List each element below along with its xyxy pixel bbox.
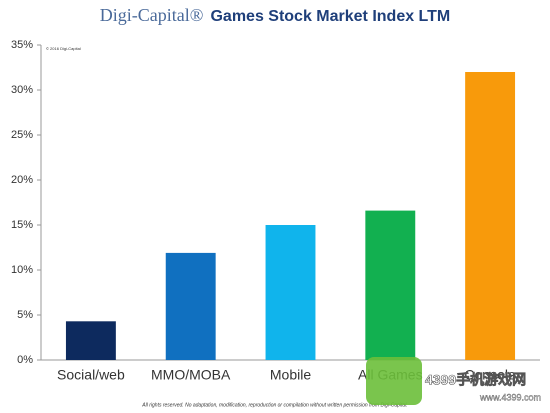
y-tick-label: 0% bbox=[17, 354, 33, 366]
bar bbox=[365, 210, 416, 360]
y-tick-label: 5% bbox=[17, 309, 33, 321]
watermark-text: 4399手机游戏网 bbox=[425, 372, 526, 388]
bar bbox=[265, 225, 316, 360]
watermark-badge bbox=[366, 357, 422, 405]
chart-title: Games Stock Market Index LTM bbox=[210, 8, 450, 25]
y-tick-label: 10% bbox=[11, 264, 33, 276]
bar bbox=[65, 321, 116, 360]
y-tick-label: 30% bbox=[11, 84, 33, 96]
x-tick-label: Mobile bbox=[270, 367, 311, 383]
y-tick-label: 35% bbox=[11, 39, 33, 51]
x-tick-label: Social/web bbox=[57, 367, 125, 383]
brand: Digi-Capital® bbox=[100, 5, 204, 25]
x-tick-label: MMO/MOBA bbox=[151, 367, 231, 383]
chart-title-group: Digi-Capital® Games Stock Market Index L… bbox=[100, 5, 451, 25]
y-tick-label: 15% bbox=[11, 219, 33, 231]
y-tick-label: 20% bbox=[11, 174, 33, 186]
watermark-url: www.4399.com bbox=[479, 392, 541, 402]
footer: All rights reserved. No adaptation, modi… bbox=[141, 402, 407, 408]
x-tick-label: Console bbox=[464, 367, 516, 383]
y-tick-label: 25% bbox=[11, 129, 33, 141]
bar bbox=[465, 72, 516, 360]
copyright: © 2016 Digi-Capital bbox=[46, 46, 81, 51]
bar bbox=[165, 252, 216, 360]
